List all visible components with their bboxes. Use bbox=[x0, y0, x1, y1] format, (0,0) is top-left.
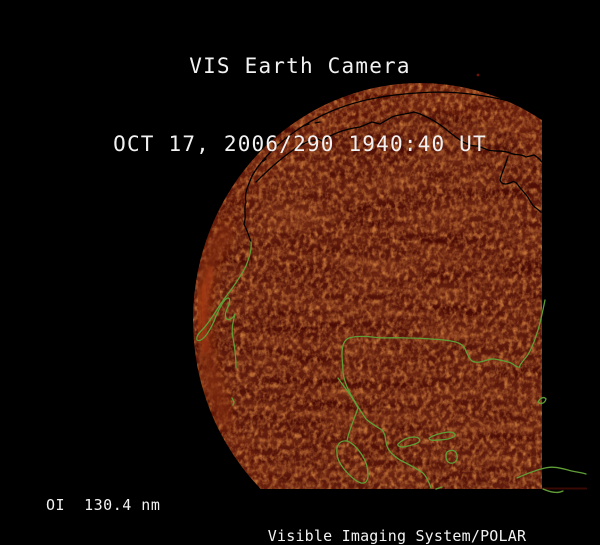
credits-block: Visible Imaging System/POLAR The Univers… bbox=[249, 494, 544, 545]
arctic-bay-hook bbox=[499, 155, 542, 213]
bahamas-blob bbox=[537, 396, 547, 405]
coastline-overlay-green bbox=[196, 241, 587, 494]
cuba-east bbox=[428, 431, 456, 442]
gulf-of-mexico-coast bbox=[341, 299, 546, 489]
hot-pixel bbox=[476, 73, 480, 77]
image-data-region bbox=[193, 83, 542, 489]
coastline-overlay-dark bbox=[243, 91, 543, 243]
page-title: VIS Earth Camera bbox=[189, 54, 411, 78]
title-block: VIS Earth Camera OCT 17, 2006/290 1940:4… bbox=[0, 1, 600, 209]
wavelength-label: OI 130.4 nm bbox=[46, 496, 161, 514]
small-island-tick bbox=[231, 397, 235, 406]
aleutian-islands bbox=[261, 121, 321, 163]
image-timestamp: OCT 17, 2006/290 1940:40 UT bbox=[113, 132, 487, 156]
left-limb-glow bbox=[193, 220, 237, 429]
south-america-coast bbox=[516, 466, 587, 479]
bottom-data-sliver bbox=[542, 487, 587, 490]
baja-california-coast bbox=[196, 241, 252, 369]
central-america-loop bbox=[336, 377, 369, 484]
instrument-credit: Visible Imaging System/POLAR bbox=[267, 527, 527, 545]
arctic-coast-lower bbox=[255, 111, 543, 183]
cuba-west bbox=[397, 436, 421, 448]
arctic-coast-upper bbox=[251, 91, 532, 177]
jamaica-ring bbox=[445, 449, 458, 464]
west-coast-dark bbox=[243, 175, 253, 243]
panama-coast-bits bbox=[435, 486, 564, 494]
